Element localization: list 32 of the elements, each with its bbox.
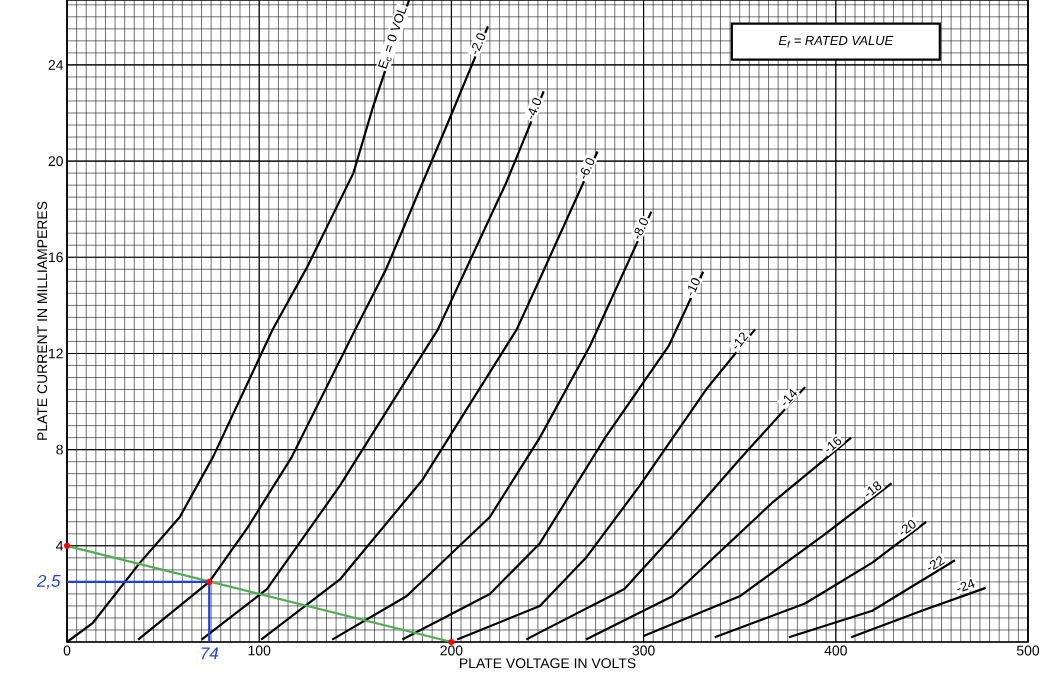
text: E$_{c}$ = 0 VOL (378, 8, 407, 69)
x-tick-label: 0 (63, 645, 71, 656)
x-tick-label: 500 (1016, 645, 1040, 656)
text: -8.0 (634, 218, 648, 239)
text: -22 (927, 556, 945, 570)
x-tick-label: 400 (824, 645, 847, 656)
y-tick-label: 16 (49, 252, 63, 263)
y-tick-label: 24 (48, 60, 64, 70)
text: -2.0 (472, 33, 486, 55)
text: -10 (688, 278, 700, 296)
x-tick-label: 100 (248, 645, 271, 656)
x-tick-label: 300 (632, 645, 655, 656)
text: -6.0 (580, 157, 595, 179)
text: -18 (865, 481, 882, 497)
text: -16 (826, 436, 842, 452)
y-axis-title: PLATE CURRENT IN MILLIAMPERES (37, 201, 48, 440)
y-tick-label: 20 (48, 156, 63, 167)
annotation: E$_{f}$ = RATED VALUE (778, 36, 894, 48)
y-tick-label: 4 (56, 541, 64, 551)
text: -14 (783, 388, 798, 406)
annotation: 74 (201, 647, 219, 660)
text: -4.0 (528, 98, 542, 120)
text: -24 (957, 578, 975, 592)
annotation: 2,5 (36, 574, 61, 589)
x-tick-label: 200 (440, 645, 463, 656)
text: -20 (900, 520, 916, 535)
x-axis-title: PLATE VOLTAGE IN VOLTS (460, 658, 636, 669)
point (63, 542, 71, 550)
point (206, 578, 213, 586)
text: -12 (734, 332, 749, 349)
y-tick-label: 12 (49, 348, 63, 359)
y-tick-label: 8 (56, 444, 63, 455)
